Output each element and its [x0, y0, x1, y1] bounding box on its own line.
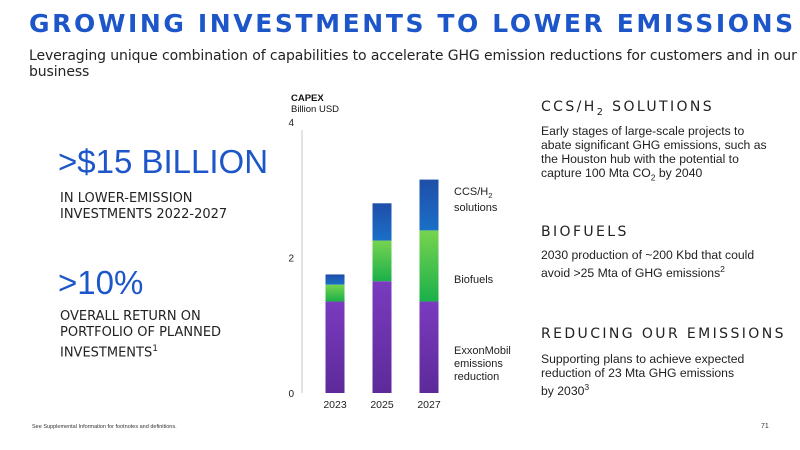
biofuels-text: 2030 production of ~200 Kbd that could a…	[541, 248, 781, 280]
page-subtitle: Leveraging unique combination of capabil…	[29, 48, 797, 80]
ccs-text-line3: the Houston hub with the potential to	[541, 152, 739, 166]
biofuels-heading: BIOFUELS	[541, 224, 629, 240]
bar-segment-2027-0	[419, 301, 439, 393]
stat-return-label-line3: INVESTMENTS1	[60, 344, 159, 361]
x-tick-label: 2023	[323, 399, 347, 411]
bar-segment-2023-1	[325, 284, 345, 302]
page-title: GROWING INVESTMENTS TO LOWER EMISSIONS	[29, 9, 796, 38]
stat-investment-label-line1: IN LOWER-EMISSION	[60, 191, 193, 206]
segment-label-ccs-line1: CCS/H2	[454, 186, 493, 201]
segment-label-ccs-line2: solutions	[454, 202, 498, 215]
ccs-text-line2: abate significant GHG emissions, such as	[541, 138, 767, 152]
y-tick-label: 4	[288, 118, 294, 129]
stat-return-label: OVERALL RETURN ON PORTFOLIO OF PLANNED I…	[60, 309, 221, 361]
bar-segment-2023-0	[325, 301, 345, 393]
segment-label-biofuels: Biofuels	[454, 274, 494, 286]
stat-return-label-line1: OVERALL RETURN ON	[60, 309, 201, 324]
bar-segment-2025-2	[372, 203, 392, 241]
stat-investment-value: >$15 BILLION	[58, 143, 269, 180]
segment-label-ccs: CCS/H2 solutions	[454, 186, 497, 215]
bar-segment-2027-2	[419, 179, 439, 231]
biofuels-text-line1: 2030 production of ~200 Kbd that could	[541, 248, 755, 262]
reducing-text-line3: by 20303	[541, 382, 590, 399]
ccs-heading: CCS/H2 SOLUTIONS	[541, 99, 715, 118]
ccs-text: Early stages of large-scale projects to …	[541, 124, 781, 184]
stat-return-label-line2: PORTFOLIO OF PLANNED	[60, 325, 222, 340]
x-tick-label: 2027	[417, 399, 441, 411]
segment-label-xom-line2: emissions	[454, 358, 503, 370]
reducing-text-line2: reduction of 23 Mta GHG emissions	[541, 366, 735, 380]
y-axis-title: CAPEX	[291, 93, 324, 104]
page-number: 71	[761, 423, 769, 430]
stat-return-value: >10%	[58, 264, 144, 301]
stat-investment-label-line2: INVESTMENTS 2022-2027	[60, 207, 228, 222]
reducing-text-line1: Supporting plans to achieve expected	[541, 352, 745, 366]
segment-label-xom: ExxonMobil emissions reduction	[454, 345, 511, 384]
y-tick-label: 2	[288, 254, 294, 265]
biofuels-text-line2: avoid >25 Mta of GHG emissions2	[541, 264, 725, 281]
ccs-text-line1: Early stages of large-scale projects to	[541, 124, 745, 138]
ccs-text-line4: capture 100 Mta CO2 by 2040	[541, 166, 703, 183]
segment-label-xom-line3: reduction	[454, 371, 500, 383]
bar-segment-2025-1	[372, 240, 392, 282]
y-axis-unit: Billion USD	[291, 104, 340, 115]
stat-investment-label: IN LOWER-EMISSION INVESTMENTS 2022-2027	[60, 191, 227, 223]
bar-segment-2027-1	[419, 230, 439, 302]
segment-label-xom-line1: ExxonMobil	[454, 345, 511, 357]
bar-segment-2023-2	[325, 274, 345, 285]
x-tick-label: 2025	[370, 399, 394, 411]
bar-segment-2025-0	[372, 281, 392, 393]
footnote: See Supplemental Information for footnot…	[32, 424, 177, 430]
y-tick-label: 0	[288, 389, 294, 400]
reducing-text: Supporting plans to achieve expected red…	[541, 352, 781, 398]
reducing-heading: REDUCING OUR EMISSIONS	[541, 326, 786, 342]
